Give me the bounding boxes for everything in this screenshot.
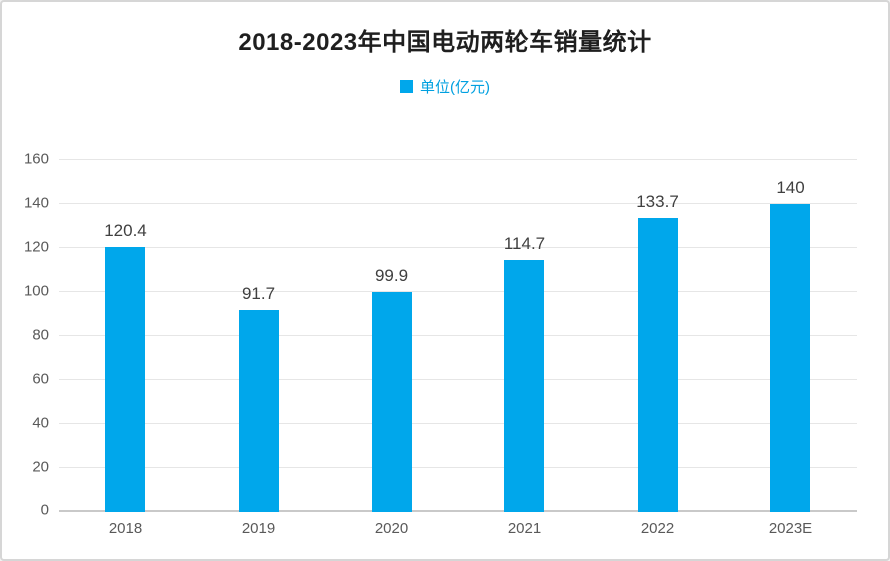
y-axis-tick-label: 160 <box>23 150 49 168</box>
x-axis-tick-label: 2021 <box>507 520 542 537</box>
bar-2021 <box>504 259 545 512</box>
bar-value-label: 91.7 <box>241 284 276 304</box>
bar-2019 <box>238 310 279 512</box>
bar-value-label: 140 <box>776 178 805 197</box>
y-axis-tick-label: 60 <box>32 370 49 388</box>
y-axis-tick-label: 20 <box>32 458 49 476</box>
x-axis-tick-label: 2022 <box>640 520 675 537</box>
y-axis-tick-label: 100 <box>23 282 49 300</box>
x-axis-tick-label: 2023E <box>768 520 813 537</box>
x-axis-tick-label: 2018 <box>108 520 143 537</box>
gridline-y-160: 160 <box>24 151 857 168</box>
x-axis: 2018 2019 2020 2021 2022 2023E <box>59 520 857 537</box>
gridline-y-20: 20 <box>32 459 857 476</box>
bar-2022 <box>637 217 678 512</box>
gridline-y-140: 140 <box>24 195 857 212</box>
chart-title: 2018-2023年中国电动两轮车销量统计 <box>238 29 652 56</box>
legend: 单位(亿元) <box>2 76 888 97</box>
bar-2020 <box>371 292 412 512</box>
y-axis-tick-label: 120 <box>23 238 49 256</box>
legend-label: 单位(亿元) <box>420 79 490 96</box>
bar-value-label: 133.7 <box>636 191 679 211</box>
gridline-y-60: 60 <box>32 371 857 388</box>
gridline-y-80: 80 <box>32 327 857 344</box>
legend-swatch <box>400 80 413 93</box>
y-axis-tick-label: 140 <box>23 194 49 212</box>
gridline-y-40: 40 <box>32 415 857 432</box>
gridline-y-100: 100 <box>24 283 857 300</box>
y-axis-tick-label: 40 <box>32 414 49 432</box>
bar-value-label: 114.7 <box>503 233 546 253</box>
x-axis-tick-label: 2020 <box>374 520 409 537</box>
bar-2023E <box>770 204 811 512</box>
bar-2018 <box>105 247 146 512</box>
x-axis-tick-label: 2019 <box>241 520 276 537</box>
y-axis-tick-label: 80 <box>32 326 49 344</box>
y-axis-tick-label: 0 <box>40 501 49 519</box>
bar-value-label: 120.4 <box>104 221 147 241</box>
gridline-y-0: 0 <box>41 502 857 519</box>
plot-area: 0 20 40 60 80 100 120 140 160 120.4 91.7 99.9 114.7 1… <box>24 151 857 519</box>
bar-value-label: 99.9 <box>374 266 409 286</box>
gridline-y-120: 120 <box>24 239 857 256</box>
